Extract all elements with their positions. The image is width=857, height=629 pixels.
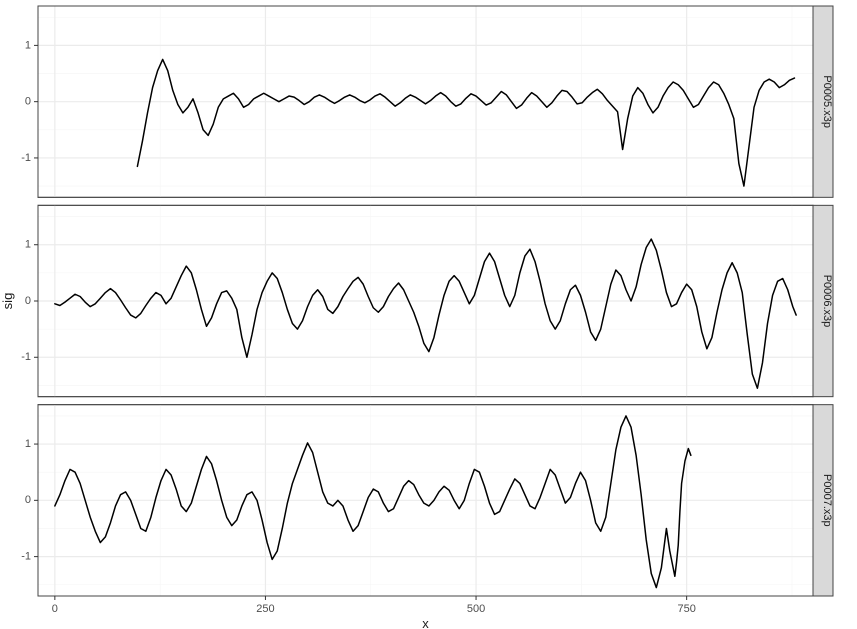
y-tick-label: 0 [25, 96, 31, 108]
facet-strip-label: P0006.x3p [821, 275, 833, 328]
facet-panel: P0006.x3p -1 0 1 [21, 205, 833, 396]
x-tick-label: 750 [677, 603, 695, 615]
chart-svg: P0005.x3p -1 0 1 P0006.x3p -1 0 1 P0007.x3p -1 0 1 0… [0, 0, 857, 629]
y-tick-label: 1 [25, 438, 31, 450]
x-tick-label: 500 [467, 603, 485, 615]
y-tick-label: -1 [21, 351, 31, 363]
y-tick-label: 0 [25, 494, 31, 506]
x-axis-title: x [422, 616, 429, 629]
y-tick-label: 1 [25, 39, 31, 51]
y-tick-label: -1 [21, 551, 31, 563]
facet-panel: P0007.x3p -1 0 1 [21, 405, 833, 596]
x-tick-label: 0 [52, 603, 58, 615]
x-tick-label: 250 [256, 603, 274, 615]
y-tick-label: 0 [25, 295, 31, 307]
facet-strip-label: P0007.x3p [821, 474, 833, 527]
y-tick-label: 1 [25, 239, 31, 251]
faceted-line-chart: P0005.x3p -1 0 1 P0006.x3p -1 0 1 P0007.x3p -1 0 1 0… [0, 0, 857, 629]
facet-strip-label: P0005.x3p [821, 75, 833, 128]
facet-panel: P0005.x3p -1 0 1 [21, 6, 833, 197]
y-axis-title: sig [0, 293, 15, 310]
y-tick-label: -1 [21, 152, 31, 164]
